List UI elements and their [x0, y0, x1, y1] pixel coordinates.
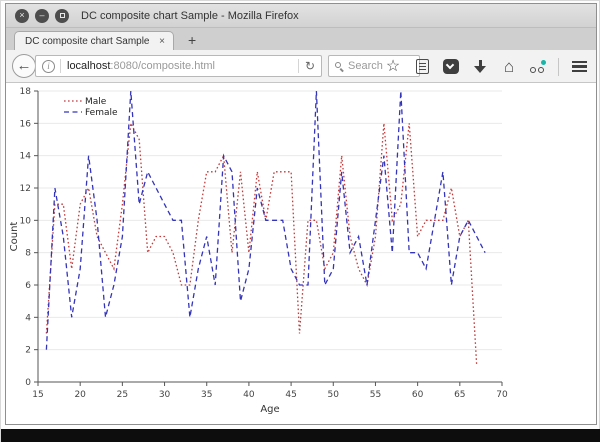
- toolbar-icons: ☆ ⌂: [384, 50, 588, 83]
- x-tick-label: 55: [370, 390, 381, 400]
- new-tab-button[interactable]: +: [188, 32, 197, 48]
- tab-close-icon[interactable]: ×: [159, 35, 165, 47]
- x-tick-label: 65: [454, 390, 465, 400]
- navigation-toolbar: ← i localhost :8080/composite.html ↻ ☆ ⌂: [6, 50, 596, 83]
- y-axis-title: Count: [9, 222, 20, 252]
- male-line: [45, 121, 478, 366]
- y-tick-label: 18: [20, 87, 32, 97]
- x-axis-title: Age: [260, 404, 279, 415]
- composite-line-chart: 0 2 4 6 8 10 12 14 16 18 15 20 25 30 35 40 45 50 55 60 65 70 C…: [9, 87, 508, 415]
- download-arrow-icon: [474, 59, 486, 74]
- reading-list-button[interactable]: [413, 58, 431, 76]
- search-icon: [335, 61, 344, 72]
- close-window-button[interactable]: ×: [15, 8, 29, 23]
- x-tick-label: 15: [32, 390, 43, 400]
- x-tick-label: 50: [328, 390, 340, 400]
- tab-dc-composite-chart-sample[interactable]: DC composite chart Sample ×: [14, 31, 174, 50]
- url-divider: [60, 59, 61, 73]
- x-tick-label: 25: [117, 390, 128, 400]
- url-host: localhost: [67, 60, 111, 72]
- clipboard-icon: [415, 59, 429, 74]
- site-info-icon[interactable]: i: [42, 59, 55, 73]
- y-tick-label: 2: [25, 346, 31, 356]
- x-tick-label: 70: [496, 390, 508, 400]
- tab-bar: DC composite chart Sample × +: [6, 28, 596, 50]
- y-tick-label: 8: [25, 249, 31, 259]
- tab-label: DC composite chart Sample: [25, 35, 150, 47]
- back-button[interactable]: ←: [12, 54, 36, 78]
- extension-icon: [530, 59, 546, 74]
- x-tick-label: 60: [412, 390, 424, 400]
- pocket-button[interactable]: [442, 58, 460, 76]
- y-tick-label: 12: [20, 184, 31, 194]
- x-tick-label: 35: [201, 390, 212, 400]
- pocket-icon: [443, 59, 459, 74]
- x-tick-label: 40: [243, 390, 255, 400]
- menu-button[interactable]: [570, 58, 588, 76]
- y-tick-label: 0: [25, 378, 31, 388]
- minimize-window-button[interactable]: –: [35, 8, 49, 23]
- downloads-button[interactable]: [471, 58, 489, 76]
- url-path: :8080/composite.html: [110, 60, 215, 72]
- y-tick-label: 4: [25, 313, 31, 323]
- toolbar-divider: [558, 57, 559, 76]
- bottom-border-strip: [1, 429, 600, 442]
- y-tick-label: 14: [20, 152, 32, 162]
- maximize-window-button[interactable]: [55, 8, 69, 23]
- maximize-icon: [59, 13, 65, 18]
- home-icon[interactable]: ⌂: [503, 56, 515, 76]
- title-bar: × – DC composite chart Sample - Mozilla …: [6, 4, 596, 28]
- x-tick-label: 30: [159, 390, 171, 400]
- legend-label-female: Female: [85, 108, 118, 118]
- extension-button[interactable]: [529, 58, 547, 76]
- hamburger-menu-icon: [571, 61, 587, 72]
- page-content: 0 2 4 6 8 10 12 14 16 18 15 20 25 30 35 40 45 50 55 60 65 70 C…: [6, 84, 596, 424]
- legend-label-male: Male: [85, 97, 107, 107]
- x-tick-label: 45: [285, 390, 296, 400]
- y-tick-label: 6: [25, 281, 31, 291]
- x-tick-label: 20: [74, 390, 86, 400]
- reload-icon[interactable]: ↻: [297, 59, 321, 73]
- search-box[interactable]: [328, 55, 420, 77]
- window-title: DC composite chart Sample - Mozilla Fire…: [81, 9, 299, 22]
- browser-window: × – DC composite chart Sample - Mozilla …: [5, 3, 597, 425]
- url-bar[interactable]: i localhost :8080/composite.html ↻: [35, 55, 322, 77]
- search-input[interactable]: [348, 60, 406, 72]
- female-line: [45, 90, 486, 350]
- bookmark-star-icon[interactable]: ☆: [385, 57, 401, 75]
- y-tick-label: 16: [20, 119, 32, 129]
- y-tick-label: 10: [20, 216, 32, 226]
